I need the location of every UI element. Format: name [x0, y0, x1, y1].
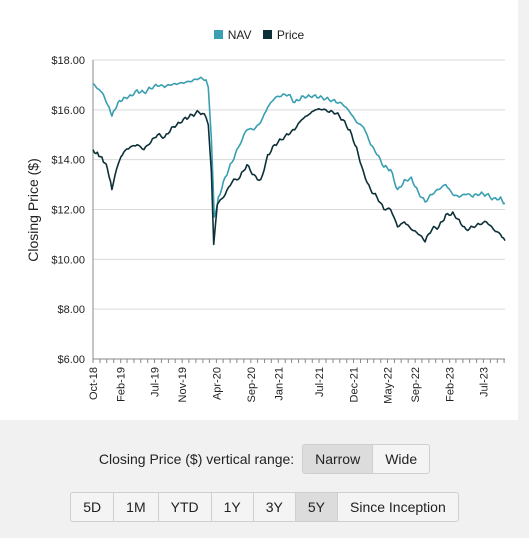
y-tick-label: $14.00 [51, 155, 85, 167]
legend-item-price[interactable]: Price [262, 28, 305, 42]
y-tick-label: $16.00 [51, 105, 85, 117]
x-tick-label: Jul-19 [149, 367, 161, 397]
y-tick-label: $10.00 [51, 254, 85, 266]
y-tick-label: $8.00 [57, 304, 85, 316]
period-1y-button[interactable]: 1Y [210, 492, 254, 522]
y-tick-label: $12.00 [51, 205, 85, 217]
vertical-range-control: Closing Price ($) vertical range: Narrow… [0, 444, 529, 474]
x-tick-label: Oct-18 [88, 367, 100, 400]
series-lines [92, 76, 506, 246]
x-tick-label: Apr-20 [211, 367, 223, 400]
legend-label-nav: NAV [227, 28, 252, 42]
axes [92, 60, 505, 363]
period-since-inception-button[interactable]: Since Inception [337, 492, 459, 522]
period-5y-button[interactable]: 5Y [294, 492, 338, 522]
y-tick-label: $18.00 [51, 55, 85, 67]
x-tick-label: Sep-20 [246, 367, 258, 402]
y-axis-label: Closing Price ($) [25, 158, 41, 261]
x-tick-label: Feb-19 [116, 367, 128, 402]
x-tick-label: May-22 [382, 367, 394, 404]
x-tick-label: Feb-23 [445, 367, 457, 402]
legend-swatch-nav [213, 30, 223, 39]
legend-label-price: Price [276, 28, 305, 42]
x-tick-label: Jul-23 [478, 367, 490, 397]
y-tick-label: $6.00 [57, 354, 85, 366]
x-tick-label: Jan-21 [273, 367, 285, 401]
chart-panel: NAV Price $6.00 $8.00 $10.00 $12.00 $14.00 $1… [0, 0, 518, 420]
x-tick-label: Nov-19 [177, 367, 189, 402]
period-3y-button[interactable]: 3Y [252, 492, 296, 522]
period-5d-button[interactable]: 5D [70, 492, 115, 522]
narrow-range-button[interactable]: Narrow [302, 444, 374, 474]
series-line-nav [92, 76, 506, 218]
legend-item-nav[interactable]: NAV [213, 28, 252, 42]
x-tick-label: Dec-21 [348, 367, 360, 402]
period-ytd-button[interactable]: YTD [157, 492, 212, 522]
period-1m-button[interactable]: 1M [113, 492, 159, 522]
period-selector: 5D 1M YTD 1Y 3Y 5Y Since Inception [0, 492, 529, 522]
price-chart: $6.00 $8.00 $10.00 $12.00 $14.00 $16.00 $18.00… [25, 55, 506, 404]
x-tick-label: Jul-21 [314, 367, 326, 397]
x-tick-labels: Oct-18 Feb-19 Jul-19 Nov-19 Apr-20 Sep-20 Jan-… [88, 367, 490, 404]
wide-range-button[interactable]: Wide [372, 444, 431, 474]
grid-lines [93, 59, 505, 310]
series-line-price [92, 108, 506, 246]
legend-swatch-price [262, 30, 272, 39]
x-tick-label: Sep-22 [410, 367, 422, 402]
period-buttons: 5D 1M YTD 1Y 3Y 5Y Since Inception [70, 492, 459, 522]
y-tick-labels: $6.00 $8.00 $10.00 $12.00 $14.00 $16.00 $18.00 [51, 55, 85, 366]
chart-legend: NAV Price [0, 28, 518, 42]
vertical-range-buttons: Narrow Wide [302, 444, 431, 474]
vertical-range-label: Closing Price ($) vertical range: [98, 451, 295, 467]
